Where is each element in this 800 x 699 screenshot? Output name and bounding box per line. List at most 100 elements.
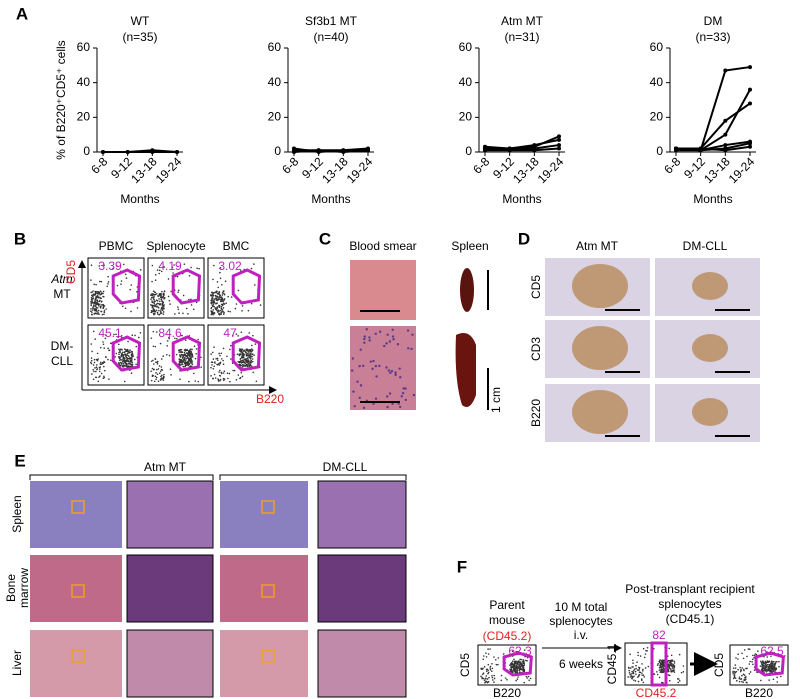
spleen-image	[460, 268, 474, 312]
x-tick-label: 13-18	[128, 154, 160, 186]
axis-label: B220	[745, 686, 773, 699]
data-point	[532, 148, 537, 153]
flow-dot	[92, 293, 94, 296]
flow-dot	[126, 357, 128, 359]
flow-dot	[492, 679, 494, 681]
zoom-box	[261, 649, 275, 663]
flow-dot	[90, 308, 92, 310]
flow-dot	[487, 648, 489, 650]
flow-dot	[751, 660, 753, 663]
flow-dot	[122, 359, 125, 362]
flow-dot	[94, 299, 96, 302]
y-tick-label: 40	[268, 75, 282, 89]
flow-dot	[102, 377, 105, 380]
x-axis-label: Months	[502, 192, 541, 206]
flow-dot	[106, 285, 108, 288]
flow-dot	[194, 357, 197, 360]
flow-dot	[220, 352, 223, 355]
flow-dot	[119, 351, 122, 353]
flow-dot	[90, 359, 93, 362]
flow-dot	[168, 299, 171, 302]
flow-dot	[129, 363, 131, 365]
data-point	[150, 148, 155, 153]
flow-dot	[99, 366, 102, 368]
flow-dot	[162, 377, 165, 379]
flow-dot	[766, 660, 769, 663]
x-tick-label: 13-18	[701, 154, 733, 186]
flow-dot	[210, 366, 212, 369]
flow-dot	[219, 296, 222, 298]
flow-dot	[151, 301, 154, 304]
flow-dot	[239, 376, 242, 379]
flow-dot	[179, 378, 181, 380]
flow-dot	[171, 266, 174, 269]
flow-dot	[185, 352, 188, 354]
flow-dot	[154, 310, 157, 313]
flow-dot	[121, 360, 124, 363]
cell	[372, 359, 375, 363]
data-point	[723, 68, 728, 73]
flow-dot	[189, 350, 192, 353]
flow-dot	[227, 377, 229, 380]
flow-dot	[157, 306, 160, 309]
cell	[387, 369, 391, 372]
flow-dot	[741, 652, 743, 655]
flow-dot	[219, 277, 222, 280]
flow-dot	[185, 307, 188, 310]
flow-dot	[229, 310, 231, 313]
flow-dot	[219, 362, 222, 365]
flow-dot	[214, 291, 216, 294]
flow-dot	[673, 665, 676, 667]
flow-dot	[107, 347, 109, 350]
axis-label: CD5	[458, 653, 472, 677]
flow-dot	[663, 661, 665, 664]
flow-dot	[107, 358, 109, 361]
flow-dot	[150, 294, 152, 296]
flow-dot	[518, 664, 520, 666]
flow-dot	[246, 363, 248, 366]
flow-dot	[178, 353, 181, 356]
flow-dot	[211, 293, 214, 295]
cell	[365, 328, 368, 331]
flow-dot	[218, 312, 220, 315]
flow-dot	[219, 294, 222, 297]
flow-dot	[99, 297, 102, 299]
flow-dot	[215, 290, 218, 293]
flow-dot	[237, 289, 240, 292]
data-point	[483, 148, 487, 153]
flow-dot	[220, 298, 223, 301]
flow-dot	[95, 283, 97, 286]
flow-dot	[116, 284, 119, 287]
flow-dot	[151, 294, 154, 297]
flow-dot	[768, 663, 771, 666]
bracket	[29, 474, 214, 480]
flow-dot	[219, 354, 221, 357]
panel-letter: F	[457, 557, 467, 576]
gate	[502, 651, 533, 677]
flow-dot	[192, 372, 195, 375]
flow-dot	[217, 380, 220, 382]
flow-dot	[733, 675, 736, 677]
flow-dot	[98, 291, 100, 293]
flow-dot	[172, 272, 174, 274]
flow-dot	[150, 337, 153, 339]
flow-dot	[512, 666, 514, 669]
cell	[406, 329, 410, 332]
flow-dot	[211, 299, 213, 302]
flow-dot	[226, 372, 229, 375]
flow-dot	[756, 650, 759, 652]
gate	[171, 335, 202, 372]
flow-dot	[774, 662, 777, 665]
flow-dot	[629, 676, 632, 678]
flow-dot	[153, 313, 155, 316]
flow-dot	[749, 660, 751, 663]
y-tick-label: 20	[650, 110, 664, 124]
flow-dot	[744, 676, 747, 679]
data-point	[532, 143, 537, 148]
flow-dot	[107, 281, 110, 283]
flow-dot	[487, 680, 490, 683]
flow-dot	[186, 361, 188, 364]
flow-dot	[250, 302, 253, 305]
cell	[372, 402, 375, 405]
data-point	[292, 150, 296, 154]
